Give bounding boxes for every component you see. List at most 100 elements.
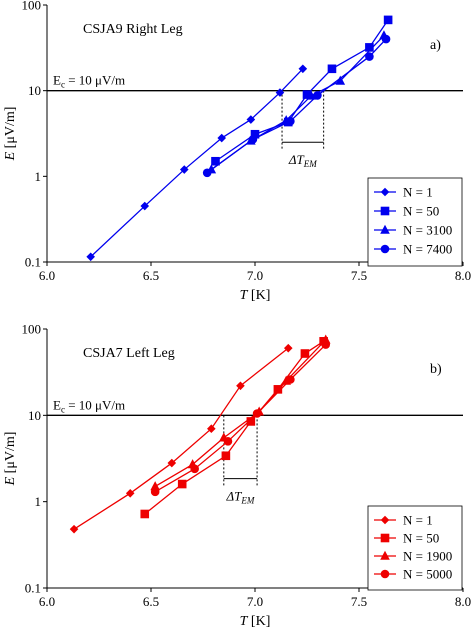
legend-circle-marker: [380, 569, 390, 579]
legend-entry: N = 50: [403, 204, 439, 219]
triangle-point: [150, 481, 160, 491]
diamond-point: [283, 343, 293, 353]
x-axis-unit: [K]: [247, 614, 270, 629]
square-point: [211, 156, 220, 166]
x-axis-unit: [K]: [247, 288, 270, 303]
diamond-point: [125, 489, 135, 498]
diamond-point: [140, 201, 150, 211]
diamond-point: [207, 424, 216, 434]
legend-entry: N = 1: [403, 513, 433, 528]
series-0: [69, 343, 293, 534]
x-tick-label: 6.5: [143, 594, 159, 609]
x-tick-label: 6.0: [39, 268, 55, 283]
square-point: [177, 479, 187, 489]
y-axis-unit: [μV/m]: [3, 432, 18, 477]
legend-entry: N = 7400: [403, 242, 452, 257]
triangle-point: [335, 75, 346, 85]
legend: N = 1 N = 50 N = 3100 N = 7400: [367, 177, 463, 267]
chart-title: CSJA7 Left Leg: [83, 346, 175, 361]
series-1: [211, 15, 393, 166]
legend-entry: N = 50: [403, 531, 439, 546]
x-tick-label: 8.0: [455, 594, 471, 609]
delta-subscript: EM: [303, 159, 317, 169]
series-3: [150, 340, 331, 497]
circle-point: [223, 437, 233, 446]
chart-title: CSJA9 Right Leg: [83, 22, 183, 37]
delta-label: ΔTEM: [288, 152, 317, 169]
x-tick-label: 6.0: [39, 594, 55, 609]
y-tick-label: 0.1: [25, 255, 41, 270]
diamond-point: [275, 88, 285, 97]
diamond-point: [69, 524, 79, 534]
circle-point: [190, 464, 199, 474]
circle-point: [313, 91, 322, 100]
x-axis-symbol: T: [240, 288, 249, 303]
x-axis-symbol: T: [240, 614, 249, 629]
diamond-point: [246, 115, 256, 124]
criterion-subscript: c: [61, 404, 65, 414]
diamond-point: [179, 165, 189, 174]
series-2: [150, 334, 331, 491]
criterion-label: Ec = 10 μV/m: [53, 397, 125, 414]
series-3: [202, 34, 391, 178]
square-point: [383, 15, 393, 25]
legend-entry: N = 3100: [403, 223, 452, 238]
square-point: [250, 129, 260, 139]
legend-triangle-marker: [380, 224, 390, 234]
criterion-label: Ec = 10 μV/m: [53, 73, 125, 90]
delta-symbol: ΔT: [226, 489, 243, 504]
y-tick-label: 100: [22, 0, 42, 13]
legend: N = 1 N = 50 N = 1900 N = 5000: [367, 505, 463, 591]
y-axis-label: E [μV/m]: [3, 107, 18, 162]
diamond-point: [236, 381, 245, 391]
y-tick-label: 1: [35, 169, 42, 184]
circle-point: [252, 409, 262, 418]
criterion-subscript: c: [61, 80, 65, 90]
x-tick-label: 6.5: [143, 268, 159, 283]
delta-label: ΔTEM: [226, 489, 255, 506]
circle-point: [286, 375, 295, 384]
square-point: [273, 385, 283, 394]
x-axis-label: T [K]: [240, 614, 271, 629]
series-line: [73, 347, 289, 530]
series-line: [154, 339, 327, 488]
diamond-point: [217, 133, 227, 143]
criterion-value: = 10 μV/m: [65, 73, 125, 88]
square-point: [246, 417, 256, 426]
legend-square-marker: [380, 206, 390, 216]
square-point: [221, 451, 231, 461]
square-point: [140, 509, 150, 519]
triangle-point: [306, 90, 316, 100]
circle-point: [150, 487, 160, 497]
y-tick-label: 10: [28, 408, 41, 423]
legend-entry: N = 1900: [403, 549, 452, 564]
chart-panel-a: 6.0 6.5 7.0 7.5 8.0 0.1 1 10 100 T [K] E [μV/m] Ec …: [3, 0, 471, 303]
x-tick-label: 7.5: [351, 594, 367, 609]
y-axis-label: E [μV/m]: [3, 432, 18, 487]
square-point: [365, 43, 374, 52]
x-tick-label: 7.0: [247, 268, 263, 283]
square-point: [302, 90, 312, 99]
series-0: [86, 64, 308, 262]
legend-diamond-marker: [380, 515, 390, 525]
x-tick-label: 7.0: [247, 594, 263, 609]
legend-entry: N = 1: [403, 185, 433, 200]
series-line: [210, 35, 385, 171]
panel-label: b): [430, 362, 442, 377]
legend-entry: N = 5000: [403, 567, 452, 582]
square-point: [327, 64, 337, 74]
diamond-point: [298, 64, 308, 74]
chart-panel-b: 6.0 6.5 7.0 7.5 8.0 0.1 1 10 100 T [K] E [μV/m] Ec …: [3, 322, 471, 630]
criterion-symbol: E: [53, 73, 61, 88]
series-line: [90, 68, 304, 258]
circle-point: [202, 168, 212, 178]
y-tick-label: 1: [35, 494, 42, 509]
panel-label: a): [430, 38, 441, 53]
delta-subscript: EM: [240, 496, 254, 506]
diamond-point: [167, 458, 177, 468]
circle-point: [286, 116, 295, 126]
legend-diamond-marker: [380, 187, 390, 197]
y-axis-symbol: E: [3, 151, 18, 161]
criterion-value: = 10 μV/m: [65, 397, 125, 412]
